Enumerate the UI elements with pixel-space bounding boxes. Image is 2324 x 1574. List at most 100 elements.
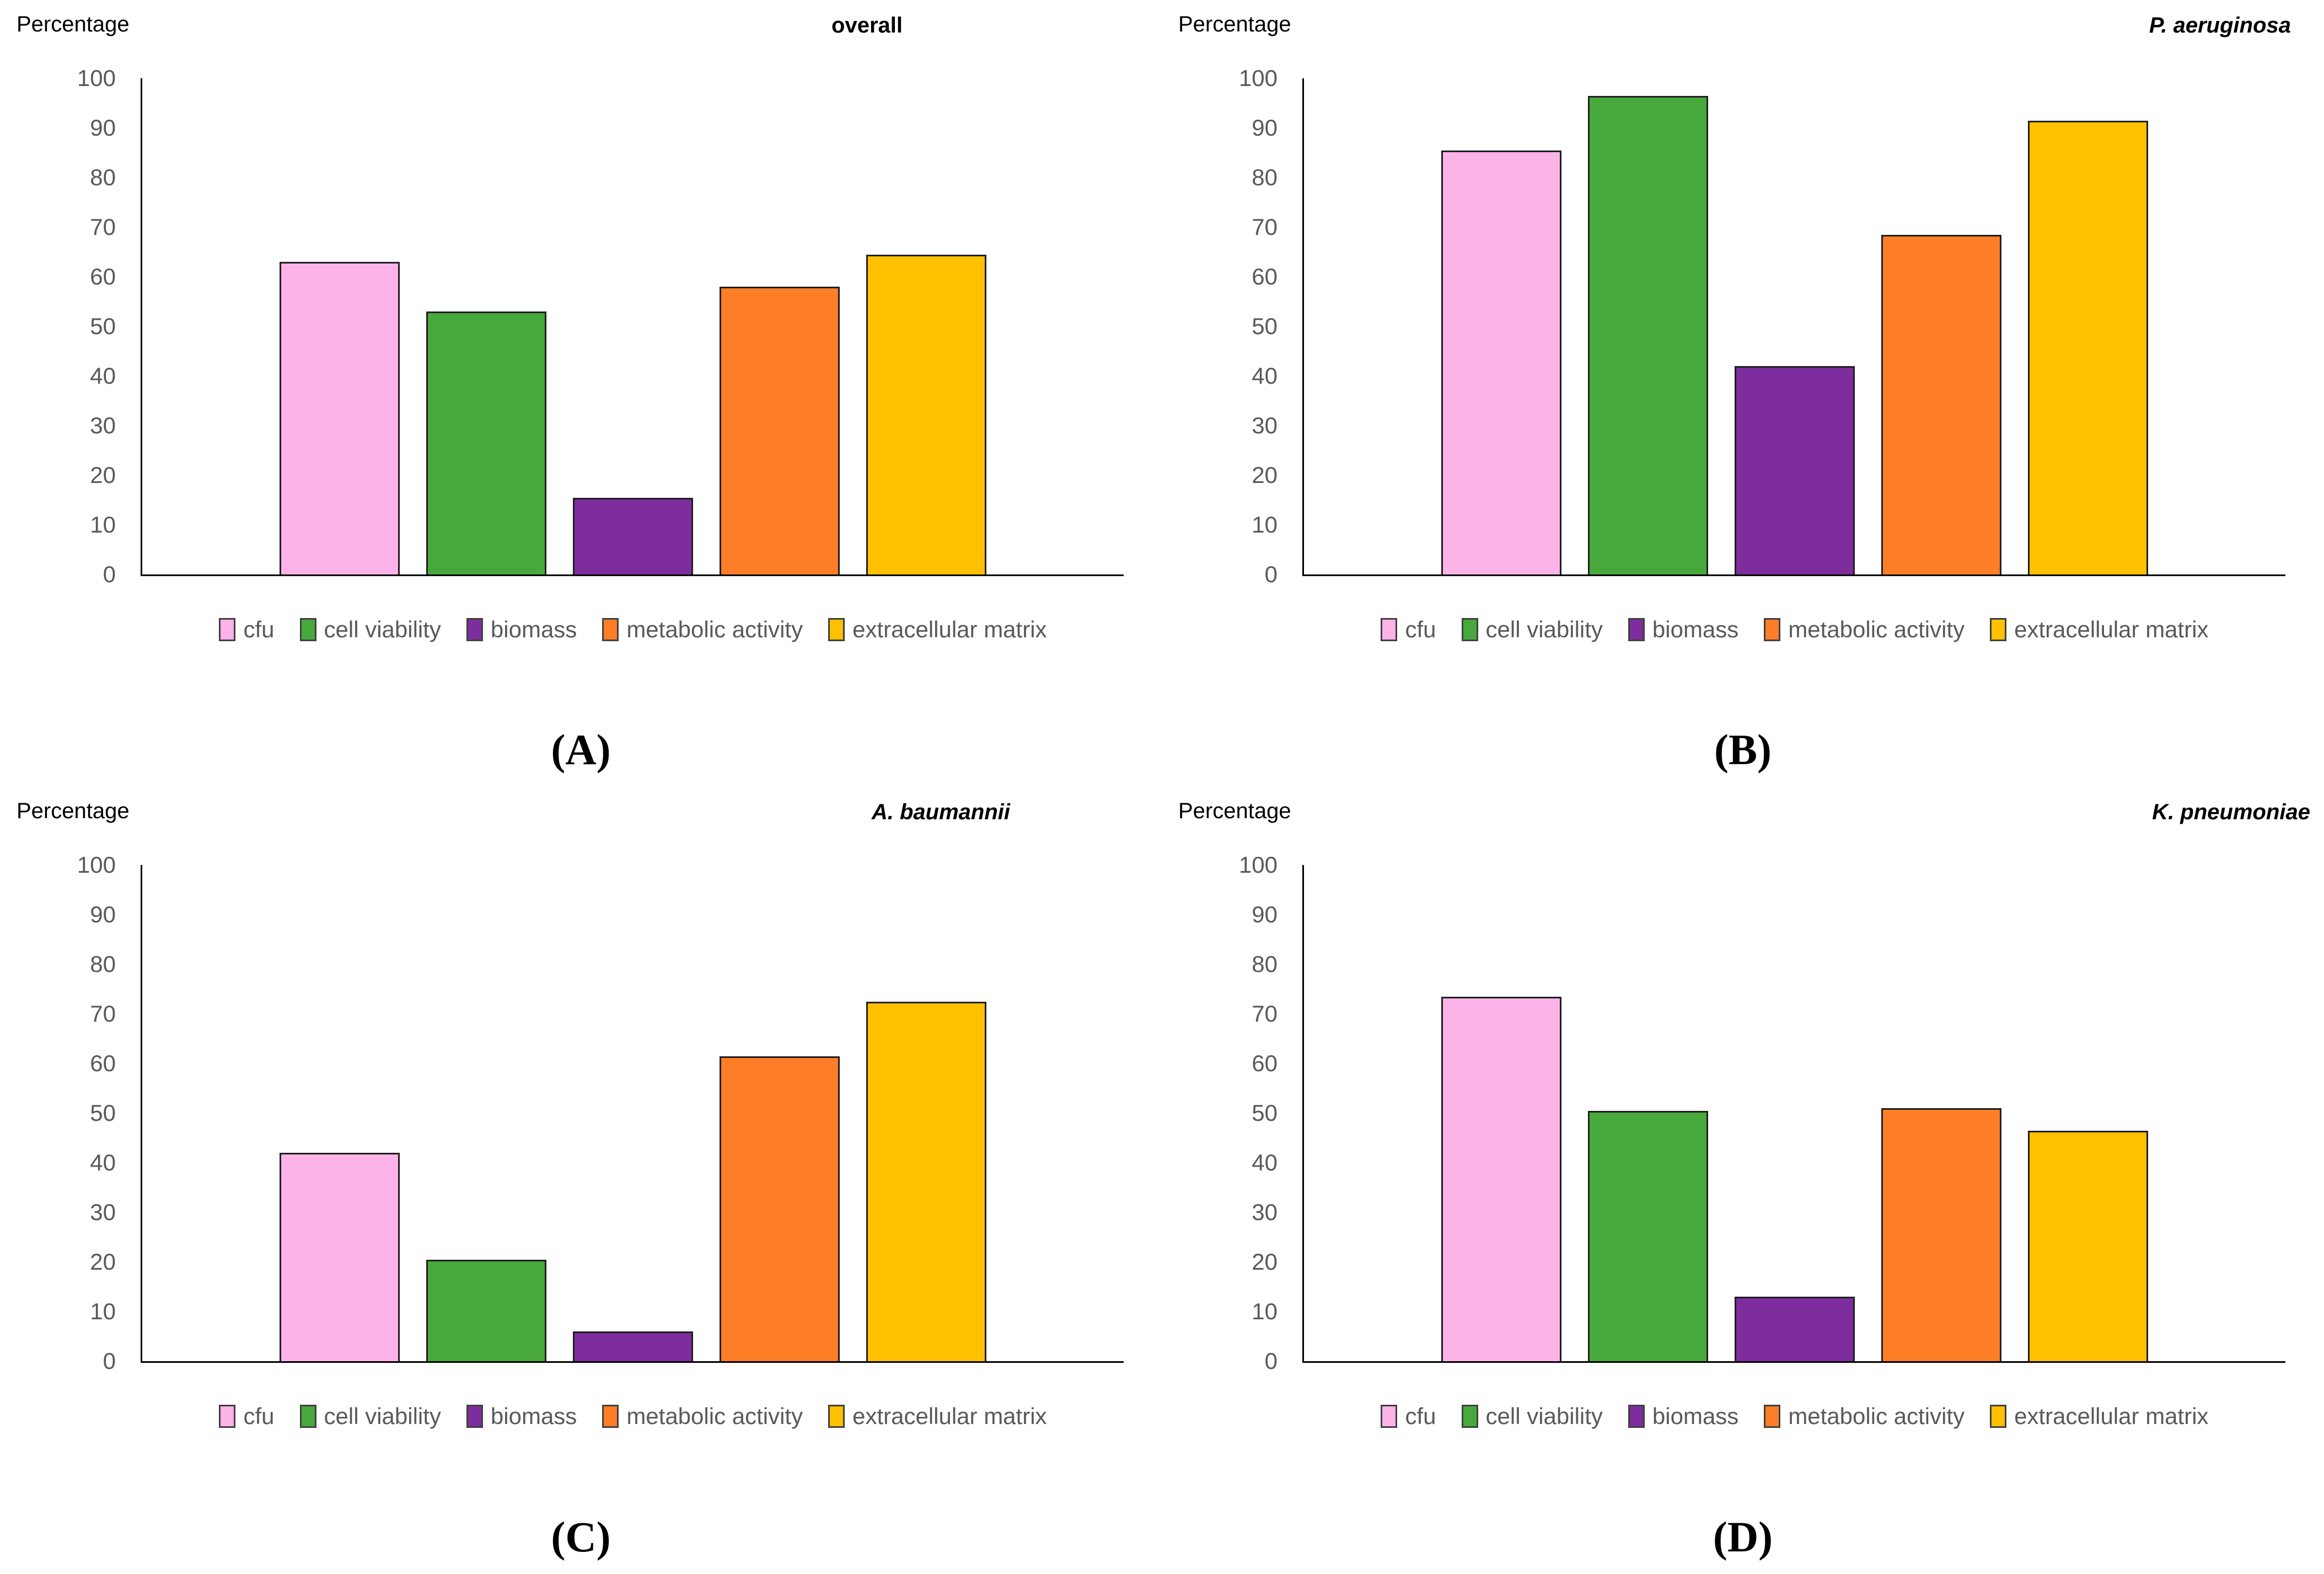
legend-swatch-biomass — [466, 1405, 483, 1428]
chart-title: overall — [831, 13, 903, 37]
chart-title: A. baumannii — [871, 800, 1010, 824]
legend-swatch-cell-viability — [1461, 618, 1478, 641]
legend-swatch-cell-viability — [299, 1405, 316, 1428]
y-tick-label: 100 — [1238, 852, 1278, 878]
y-tick-label: 80 — [90, 164, 116, 190]
legend-item-biomass: biomass — [1628, 1403, 1738, 1430]
panel-letter-a: (A) — [551, 726, 611, 773]
legend: cfu cell viability biomass metabolic activi… — [1304, 1403, 2285, 1430]
legend-item-cfu: cfu — [1381, 616, 1436, 643]
legend-item-metabolic-activity: metabolic activity — [1764, 1403, 1965, 1430]
y-tick-label: 10 — [1252, 1298, 1278, 1324]
bar-extracellular-matrix — [866, 254, 986, 574]
bar-cell-viability — [1588, 95, 1708, 574]
y-tick-label: 0 — [1264, 561, 1278, 587]
legend-item-cell-viability: cell viability — [299, 616, 441, 643]
legend-swatch-cfu — [1381, 618, 1398, 641]
legend-swatch-cfu — [1381, 1405, 1398, 1428]
legend-swatch-extracellular-matrix — [828, 1405, 845, 1428]
legend-label: cell viability — [324, 1403, 441, 1429]
legend-swatch-metabolic-activity — [1764, 618, 1781, 641]
chart-title: K. pneumoniae — [2152, 800, 2310, 824]
bar-biomass — [1735, 366, 1855, 574]
bar-cfu — [280, 262, 400, 574]
legend: cfu cell viability biomass metabolic activi… — [142, 1403, 1124, 1430]
legend-label: cfu — [1405, 616, 1436, 642]
legend-swatch-biomass — [466, 618, 483, 641]
bar-biomass — [573, 1331, 693, 1361]
y-axis-line — [1302, 78, 1304, 574]
y-tick-label: 100 — [1238, 65, 1278, 91]
legend-label: extracellular matrix — [2014, 616, 2209, 642]
plot-area: 0 10 20 30 40 50 60 70 80 90 100 — [1239, 65, 2285, 587]
legend-label: cfu — [243, 1403, 275, 1429]
bar-cfu — [1441, 996, 1561, 1361]
bar-cfu — [1441, 150, 1561, 574]
y-tick-label: 60 — [90, 1050, 116, 1076]
bar-biomass — [573, 497, 693, 574]
y-tick-label: 50 — [90, 313, 116, 339]
bar-cell-viability — [426, 311, 546, 574]
chart-title: P. aeruginosa — [2149, 13, 2291, 37]
legend-item-cell-viability: cell viability — [299, 1403, 441, 1430]
y-tick-label: 90 — [1252, 115, 1278, 141]
bar-metabolic-activity — [720, 287, 840, 574]
legend-swatch-metabolic-activity — [1764, 1405, 1781, 1428]
chart-panel-d: Percentage K. pneumoniae 0 10 20 30 40 50 60 70 80… — [1162, 787, 2324, 1574]
panel-letter-d: (D) — [1713, 1513, 1773, 1561]
bar-biomass — [1735, 1297, 1855, 1361]
y-tick-label: 40 — [1252, 363, 1278, 389]
y-tick-label: 70 — [1252, 214, 1278, 240]
legend-item-extracellular-matrix: extracellular matrix — [828, 1403, 1047, 1430]
panel-letter-c: (C) — [551, 1513, 611, 1561]
y-tick-label: 40 — [90, 363, 116, 389]
legend: cfu cell viability biomass metabolic activi… — [142, 616, 1124, 643]
legend-item-metabolic-activity: metabolic activity — [602, 1403, 803, 1430]
y-tick-label: 0 — [103, 561, 116, 587]
y-tick-label: 70 — [90, 1001, 116, 1027]
legend-swatch-cell-viability — [299, 618, 316, 641]
legend-item-biomass: biomass — [1628, 616, 1738, 643]
y-tick-label: 20 — [1252, 462, 1278, 488]
bar-group — [1304, 78, 2285, 574]
legend-item-metabolic-activity: metabolic activity — [1764, 616, 1965, 643]
chart-panel-b: Percentage P. aeruginosa 0 10 20 30 40 50 60 70 80… — [1162, 0, 2324, 787]
legend-item-biomass: biomass — [466, 616, 577, 643]
plot-area: 0 10 20 30 40 50 60 70 80 90 100 — [77, 852, 1124, 1374]
y-tick-label: 100 — [77, 852, 116, 878]
legend-item-cfu: cfu — [1381, 1403, 1436, 1430]
legend-swatch-biomass — [1628, 1405, 1645, 1428]
plot-area: 0 10 20 30 40 50 60 70 80 90 100 — [1239, 852, 2285, 1374]
y-tick-label: 60 — [1252, 264, 1278, 289]
y-tick-label: 20 — [90, 1249, 116, 1275]
legend-label: cell viability — [324, 616, 441, 642]
y-tick-label: 80 — [1252, 951, 1278, 977]
y-tick-label: 90 — [90, 901, 116, 927]
legend-item-cell-viability: cell viability — [1461, 616, 1603, 643]
panel-letter-b: (B) — [1714, 726, 1772, 773]
bar-metabolic-activity — [720, 1056, 840, 1361]
legend-label: extracellular matrix — [2014, 1403, 2209, 1429]
y-tick-label: 0 — [103, 1348, 116, 1374]
legend-label: biomass — [490, 1403, 577, 1429]
y-axis-title: Percentage — [1178, 12, 1291, 36]
legend-swatch-cfu — [219, 1405, 236, 1428]
legend-swatch-extracellular-matrix — [1990, 1405, 2007, 1428]
y-tick-label: 50 — [1252, 313, 1278, 339]
y-tick-label: 30 — [1252, 1199, 1278, 1225]
legend: cfu cell viability biomass metabolic activi… — [1304, 616, 2285, 643]
bar-cfu — [280, 1153, 400, 1361]
bar-extracellular-matrix — [2028, 120, 2148, 574]
legend-label: metabolic activity — [626, 616, 803, 642]
legend-label: cfu — [1405, 1403, 1436, 1429]
legend-swatch-metabolic-activity — [602, 1405, 619, 1428]
y-tick-label: 90 — [1252, 901, 1278, 927]
bar-group — [142, 865, 1124, 1361]
legend-label: cell viability — [1485, 616, 1603, 642]
legend-item-biomass: biomass — [466, 1403, 577, 1430]
legend-item-cell-viability: cell viability — [1461, 1403, 1603, 1430]
y-tick-label: 30 — [1252, 412, 1278, 438]
x-axis-line — [1302, 1361, 2285, 1363]
plot-area: 0 10 20 30 40 50 60 70 80 90 100 — [77, 65, 1124, 587]
